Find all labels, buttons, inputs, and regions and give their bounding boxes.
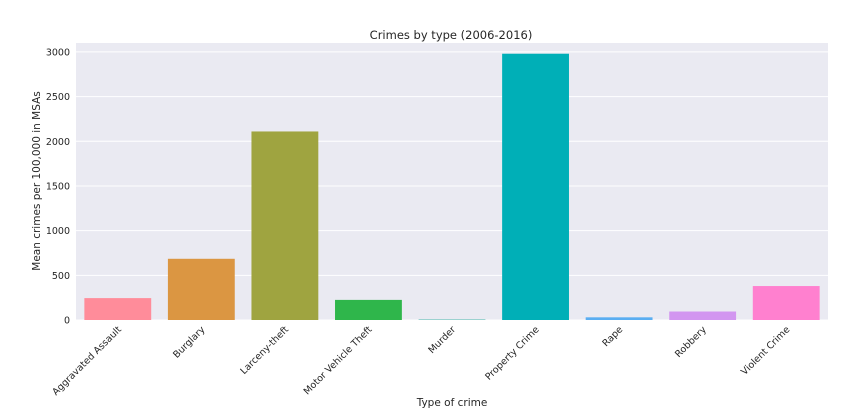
y-axis-label: Mean crimes per 100,000 in MSAs	[31, 91, 43, 270]
x-tick-label: Robbery	[673, 324, 709, 360]
bar-motor-vehicle-theft	[335, 299, 402, 320]
x-tick-label: Burglary	[171, 324, 208, 361]
bar-rape	[585, 317, 653, 320]
x-tick-label: Motor Vehicle Theft	[302, 324, 375, 397]
y-tick-label: 3000	[46, 47, 70, 58]
y-tick-label: 1000	[46, 226, 70, 237]
bar-aggravated-assault	[84, 298, 152, 320]
x-tick-label: Rape	[600, 324, 625, 349]
x-axis-label: Type of crime	[416, 397, 488, 409]
y-tick-label: 2000	[46, 137, 70, 148]
y-tick-label: 500	[52, 271, 70, 282]
y-tick-label: 2500	[46, 92, 70, 103]
bar-property-crime	[502, 53, 569, 320]
x-tick-label: Property Crime	[483, 324, 541, 382]
y-tick-label: 1500	[46, 181, 70, 192]
x-tick-label: Violent Crime	[739, 324, 792, 377]
chart-title: Crimes by type (2006-2016)	[370, 28, 533, 42]
bar-violent-crime	[752, 286, 820, 320]
bars	[84, 53, 820, 320]
x-tick-label: Aggravated Assault	[50, 324, 124, 398]
y-tick-label: 0	[64, 316, 70, 327]
x-tick-label: Larceny-theft	[238, 324, 291, 377]
x-tick-labels: Aggravated Assault Burglary Larceny-theft M…	[50, 324, 792, 398]
y-tick-labels: 0 500 1000 1500 2000 2500 3000	[46, 47, 70, 326]
bar-burglary	[167, 258, 235, 320]
x-tick-label: Murder	[426, 324, 458, 356]
bar-larceny-theft	[251, 131, 319, 320]
bar-robbery	[669, 311, 737, 320]
